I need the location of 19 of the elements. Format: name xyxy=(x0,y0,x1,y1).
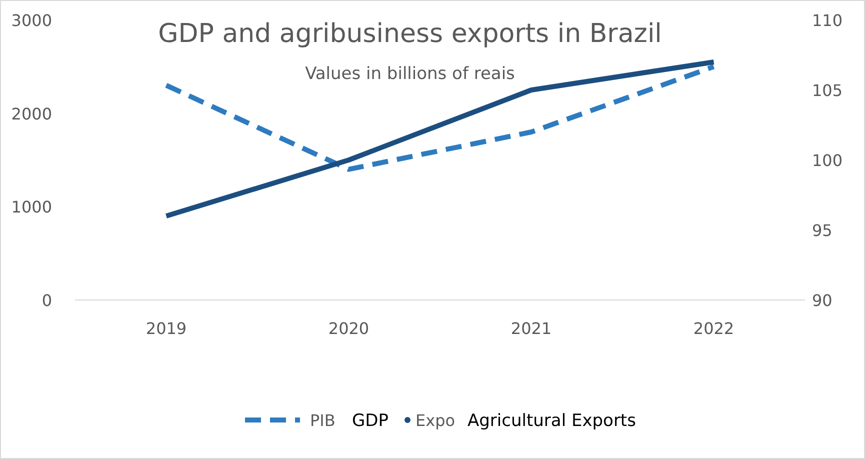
x-tick-label: 2021 xyxy=(510,319,552,338)
y2-tick-label: 105 xyxy=(812,81,843,100)
x-tick-label: 2020 xyxy=(328,319,370,338)
x-tick-label: 2022 xyxy=(693,319,734,338)
chart-title: GDP and agribusiness exports in Brazil xyxy=(158,19,662,49)
text: Agricultural Exports xyxy=(468,411,636,431)
y2-tick-label: 110 xyxy=(812,11,843,30)
legend-label: PIB xyxy=(310,411,336,430)
y2-tick-label: 90 xyxy=(812,291,832,310)
text: Values in billions of reais xyxy=(305,64,516,84)
y-tick-label: 0 xyxy=(42,291,52,310)
y2-tick-label: 95 xyxy=(812,221,832,240)
text: GDP xyxy=(352,411,389,431)
x-tick-label: 2019 xyxy=(146,319,187,338)
y2-tick-label: 100 xyxy=(812,151,843,170)
legend-label: Expo xyxy=(416,411,456,430)
y-tick-label: 2000 xyxy=(11,104,52,124)
y-tick-label: 3000 xyxy=(11,11,52,30)
y-tick-label: 1000 xyxy=(11,198,52,217)
